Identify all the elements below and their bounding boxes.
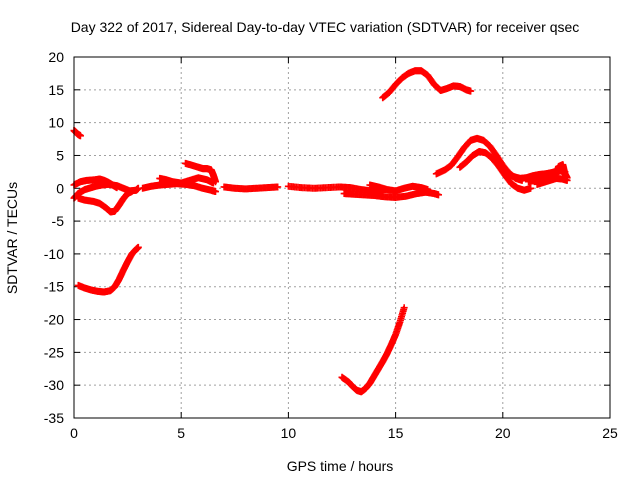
y-tick-label: 15 bbox=[48, 82, 64, 98]
data-point bbox=[434, 191, 442, 199]
series-arc-i bbox=[220, 183, 282, 193]
series-arc-e bbox=[74, 243, 142, 296]
y-tick-label: 5 bbox=[56, 147, 64, 163]
series-arc-h bbox=[181, 159, 220, 186]
x-tick-label: 20 bbox=[495, 425, 511, 441]
y-tick-label: -15 bbox=[44, 279, 64, 295]
y-tick-label: -35 bbox=[44, 410, 64, 426]
data-point bbox=[527, 184, 535, 192]
series-arc-g bbox=[156, 174, 217, 187]
data-point bbox=[212, 178, 220, 186]
axis-ticks: 0 5 10 15 20 25 -35 -30 -25 -20 -15 -10 -5 0 5 10 15 20 bbox=[44, 49, 618, 441]
data-point bbox=[563, 176, 571, 184]
data-point bbox=[400, 304, 408, 312]
y-tick-label: -30 bbox=[44, 377, 64, 393]
series-arc-l bbox=[366, 181, 432, 195]
data-point bbox=[467, 87, 475, 95]
y-tick-label: -5 bbox=[52, 213, 65, 229]
series-arc-m bbox=[338, 304, 408, 396]
series-arc-k bbox=[340, 188, 442, 201]
x-tick-label: 25 bbox=[602, 425, 618, 441]
series-arc-s bbox=[533, 174, 571, 188]
y-tick-label: -20 bbox=[44, 312, 64, 328]
grid bbox=[74, 57, 610, 418]
plot-frame bbox=[73, 56, 611, 419]
x-tick-label: 15 bbox=[388, 425, 404, 441]
x-tick-label: 10 bbox=[281, 425, 297, 441]
data-point bbox=[274, 183, 282, 191]
y-tick-label: 10 bbox=[48, 115, 64, 131]
data-point bbox=[113, 184, 121, 192]
y-tick-label: 0 bbox=[56, 180, 64, 196]
y-tick-label: 20 bbox=[48, 49, 64, 65]
y-tick-label: -10 bbox=[44, 246, 64, 262]
x-tick-label: 0 bbox=[70, 425, 78, 441]
data-point bbox=[212, 188, 220, 196]
y-axis-title: SDTVAR / TECUs bbox=[4, 182, 20, 294]
y-tick-label: -25 bbox=[44, 344, 64, 360]
data-points bbox=[70, 67, 571, 396]
series-arc-n bbox=[379, 67, 475, 102]
data-point bbox=[134, 243, 142, 251]
data-point bbox=[76, 132, 84, 140]
data-point bbox=[128, 188, 136, 196]
x-axis-title: GPS time / hours bbox=[287, 458, 394, 474]
chart-title: Day 322 of 2017, Sidereal Day-to-day VTE… bbox=[71, 19, 580, 35]
data-point bbox=[424, 186, 432, 194]
series-arc-d bbox=[74, 188, 136, 216]
x-tick-label: 5 bbox=[177, 425, 185, 441]
series-arc-a bbox=[70, 127, 84, 140]
series-arc-c bbox=[70, 175, 121, 192]
